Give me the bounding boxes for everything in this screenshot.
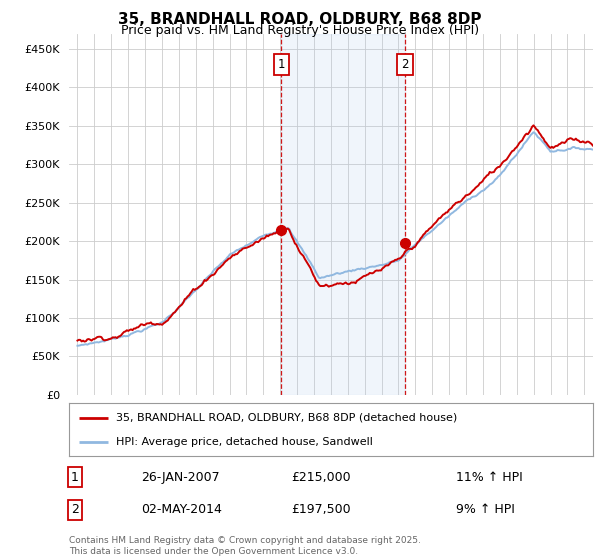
- Text: 35, BRANDHALL ROAD, OLDBURY, B68 8DP (detached house): 35, BRANDHALL ROAD, OLDBURY, B68 8DP (de…: [116, 413, 457, 423]
- Text: 26-JAN-2007: 26-JAN-2007: [141, 470, 220, 484]
- Bar: [281, 34, 405, 395]
- Text: £215,000: £215,000: [291, 470, 351, 484]
- Text: 11% ↑ HPI: 11% ↑ HPI: [456, 470, 523, 484]
- Text: HPI: Average price, detached house, Sandwell: HPI: Average price, detached house, Sand…: [116, 437, 373, 447]
- Text: 1: 1: [71, 470, 79, 484]
- Text: 02-MAY-2014: 02-MAY-2014: [141, 503, 222, 516]
- Text: 35, BRANDHALL ROAD, OLDBURY, B68 8DP: 35, BRANDHALL ROAD, OLDBURY, B68 8DP: [118, 12, 482, 27]
- Text: 1: 1: [278, 58, 285, 71]
- Text: 2: 2: [401, 58, 409, 71]
- Text: Contains HM Land Registry data © Crown copyright and database right 2025.
This d: Contains HM Land Registry data © Crown c…: [69, 536, 421, 556]
- Text: £197,500: £197,500: [291, 503, 351, 516]
- Text: Price paid vs. HM Land Registry's House Price Index (HPI): Price paid vs. HM Land Registry's House …: [121, 24, 479, 36]
- Text: 9% ↑ HPI: 9% ↑ HPI: [456, 503, 515, 516]
- Text: 2: 2: [71, 503, 79, 516]
